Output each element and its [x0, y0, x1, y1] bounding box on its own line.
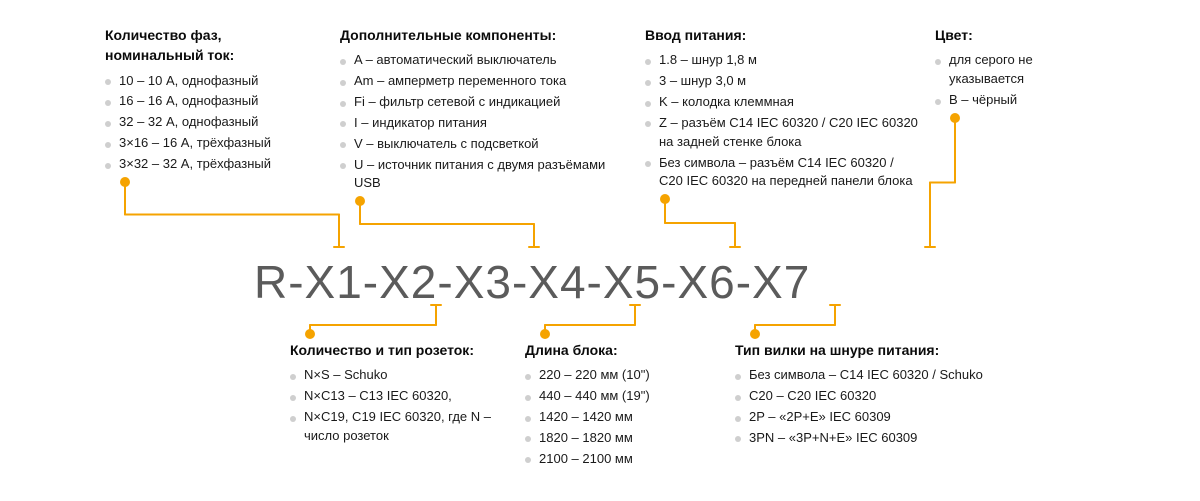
group-item: Без символа – разъём C14 IEC 60320 / C20…: [645, 154, 920, 192]
group-items: для серого не указывается B – чёрный: [935, 51, 1105, 110]
group-item: 3×32 – 32 А, трёхфазный: [105, 155, 330, 174]
group-color: Цвет: для серого не указывается B – чёрный: [935, 25, 1105, 112]
group-input: Ввод питания: 1.8 – шнур 1,8 м 3 – шнур 3,…: [645, 25, 920, 193]
group-item: 3×16 – 16 А, трёхфазный: [105, 134, 330, 153]
group-item: B – чёрный: [935, 91, 1105, 110]
group-item: для серого не указывается: [935, 51, 1105, 89]
group-sockets: Количество и тип розеток: N×S – Schuko N×C…: [290, 340, 500, 448]
group-components: Дополнительные компоненты: A – автоматиче…: [340, 25, 635, 195]
group-item: N×C19, C19 IEC 60320, где N – число розе…: [290, 408, 500, 446]
group-items: N×S – Schuko N×C13 – C13 IEC 60320, N×C19,…: [290, 366, 500, 445]
group-title: Ввод питания:: [645, 25, 920, 45]
group-item: N×S – Schuko: [290, 366, 500, 385]
group-item: Am – амперметр переменного тока: [340, 72, 635, 91]
group-item: 1820 – 1820 мм: [525, 429, 715, 448]
group-title: Цвет:: [935, 25, 1105, 45]
group-item: 1420 – 1420 мм: [525, 408, 715, 427]
group-item: V – выключатель с подсветкой: [340, 135, 635, 154]
group-title: Дополнительные компоненты:: [340, 25, 635, 45]
group-item: 220 – 220 мм (10"): [525, 366, 715, 385]
group-item: K – колодка клеммная: [645, 93, 920, 112]
group-item: Без символа – C14 IEC 60320 / Schuko: [735, 366, 1025, 385]
group-item: N×C13 – C13 IEC 60320,: [290, 387, 500, 406]
group-item: 16 – 16 А, однофазный: [105, 92, 330, 111]
group-item: A – автоматический выключатель: [340, 51, 635, 70]
group-items: A – автоматический выключатель Am – ампер…: [340, 51, 635, 193]
part-number-legend: R-X1-X2-X3-X4-X5-X6-X7 Количество фаз,но…: [0, 0, 1200, 501]
group-title: Количество и тип розеток:: [290, 340, 500, 360]
formula-text: R-X1-X2-X3-X4-X5-X6-X7: [254, 255, 810, 309]
group-item: 2100 – 2100 мм: [525, 450, 715, 469]
group-item: Z – разъём C14 IEC 60320 / C20 IEC 60320…: [645, 114, 920, 152]
group-length: Длина блока: 220 – 220 мм (10") 440 – 440 …: [525, 340, 715, 471]
group-item: 10 – 10 А, однофазный: [105, 72, 330, 91]
group-title: Тип вилки на шнуре питания:: [735, 340, 1025, 360]
group-plug: Тип вилки на шнуре питания: Без символа –…: [735, 340, 1025, 450]
group-title: Длина блока:: [525, 340, 715, 360]
group-item: 440 – 440 мм (19"): [525, 387, 715, 406]
group-item: Fi – фильтр сетевой с индикацией: [340, 93, 635, 112]
group-item: U – источник питания с двумя разъёмами U…: [340, 156, 635, 194]
group-items: 1.8 – шнур 1,8 м 3 – шнур 3,0 м K – колодк…: [645, 51, 920, 191]
group-item: 32 – 32 А, однофазный: [105, 113, 330, 132]
group-item: I – индикатор питания: [340, 114, 635, 133]
group-phases: Количество фаз,номинальный ток: 10 – 10 А…: [105, 25, 330, 176]
group-items: Без символа – C14 IEC 60320 / Schuko C20 …: [735, 366, 1025, 447]
group-items: 220 – 220 мм (10") 440 – 440 мм (19") 1420…: [525, 366, 715, 468]
group-item: 3PN – «3P+N+E» IEC 60309: [735, 429, 1025, 448]
group-items: 10 – 10 А, однофазный16 – 16 А, однофазн…: [105, 72, 330, 174]
group-title: Количество фаз,номинальный ток:: [105, 25, 330, 66]
group-item: 3 – шнур 3,0 м: [645, 72, 920, 91]
group-item: 1.8 – шнур 1,8 м: [645, 51, 920, 70]
group-item: 2P – «2P+E» IEC 60309: [735, 408, 1025, 427]
group-item: C20 – C20 IEC 60320: [735, 387, 1025, 406]
